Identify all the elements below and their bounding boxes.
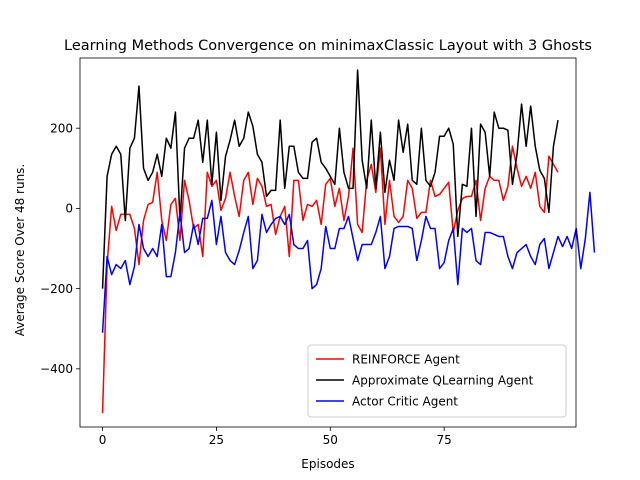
x-tick-label: 50 [323, 433, 338, 447]
chart-title: Learning Methods Convergence on minimaxC… [64, 38, 592, 54]
x-tick-label: 0 [99, 433, 107, 447]
legend-box [307, 344, 567, 418]
axis-ticks: 0 25 50 75 −400 −200 0 200 [40, 121, 452, 447]
series-line-1 [101, 69, 559, 289]
x-tick-label: 25 [209, 433, 224, 447]
legend: REINFORCE Agent Approximate QLearning Age… [307, 344, 567, 418]
legend-entry-2: Actor Critic Agent [352, 394, 458, 408]
y-tick-label: 0 [65, 202, 73, 216]
y-tick-label: −400 [40, 362, 73, 376]
x-tick-label: 75 [437, 433, 452, 447]
series-line-2 [101, 191, 596, 333]
legend-entry-0: REINFORCE Agent [352, 352, 460, 366]
y-tick-label: −200 [40, 282, 73, 296]
y-tick-label: 200 [50, 121, 73, 135]
legend-entry-1: Approximate QLearning Agent [352, 373, 534, 387]
x-axis-label: Episodes [301, 457, 354, 471]
y-axis-label: Average Score Over 48 runs. [13, 164, 27, 337]
plot-area [79, 57, 596, 428]
plot-frame [79, 57, 577, 428]
